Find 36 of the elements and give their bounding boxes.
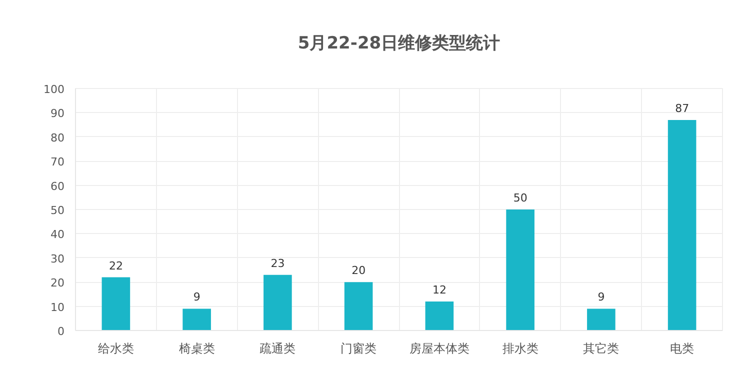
data-label: 12 [432,283,446,296]
y-tick-label: 50 [50,204,65,217]
bar [425,301,454,330]
y-tick-label: 0 [58,325,64,338]
bar [182,308,211,330]
data-label: 9 [598,290,605,304]
y-tick-label: 90 [50,107,65,120]
bar [264,274,292,330]
data-label: 22 [108,259,123,272]
x-tick-label: 房屋本体类 [409,342,470,356]
y-tick-label: 100 [44,83,65,96]
bar [344,282,373,330]
x-tick-label: 椅桌类 [178,342,215,356]
x-tick-label: 排水类 [502,342,538,356]
y-tick-label: 20 [50,276,65,290]
x-tick-label: 门窗类 [340,342,377,356]
y-tick-label: 10 [50,300,65,314]
data-label: 20 [352,264,366,278]
bar [668,120,696,330]
bar [102,277,130,330]
x-tick-label: 给水类 [98,342,134,356]
data-label: 9 [193,290,200,304]
bar [587,308,616,330]
data-label: 23 [270,256,285,270]
x-tick-label: 疏通类 [260,342,296,356]
x-tick-label: 其它类 [583,342,620,356]
bar [506,210,534,330]
y-tick-label: 70 [50,156,65,169]
data-label: 87 [675,102,690,115]
data-label: 50 [513,192,528,204]
y-tick-label: 30 [50,252,65,266]
x-tick-label: 电类 [670,342,694,356]
y-tick-label: 40 [50,228,65,242]
y-tick-label: 60 [50,180,65,193]
y-tick-label: 80 [50,131,65,144]
chart-title: 5月22-28日维修类型统计 [298,34,500,54]
